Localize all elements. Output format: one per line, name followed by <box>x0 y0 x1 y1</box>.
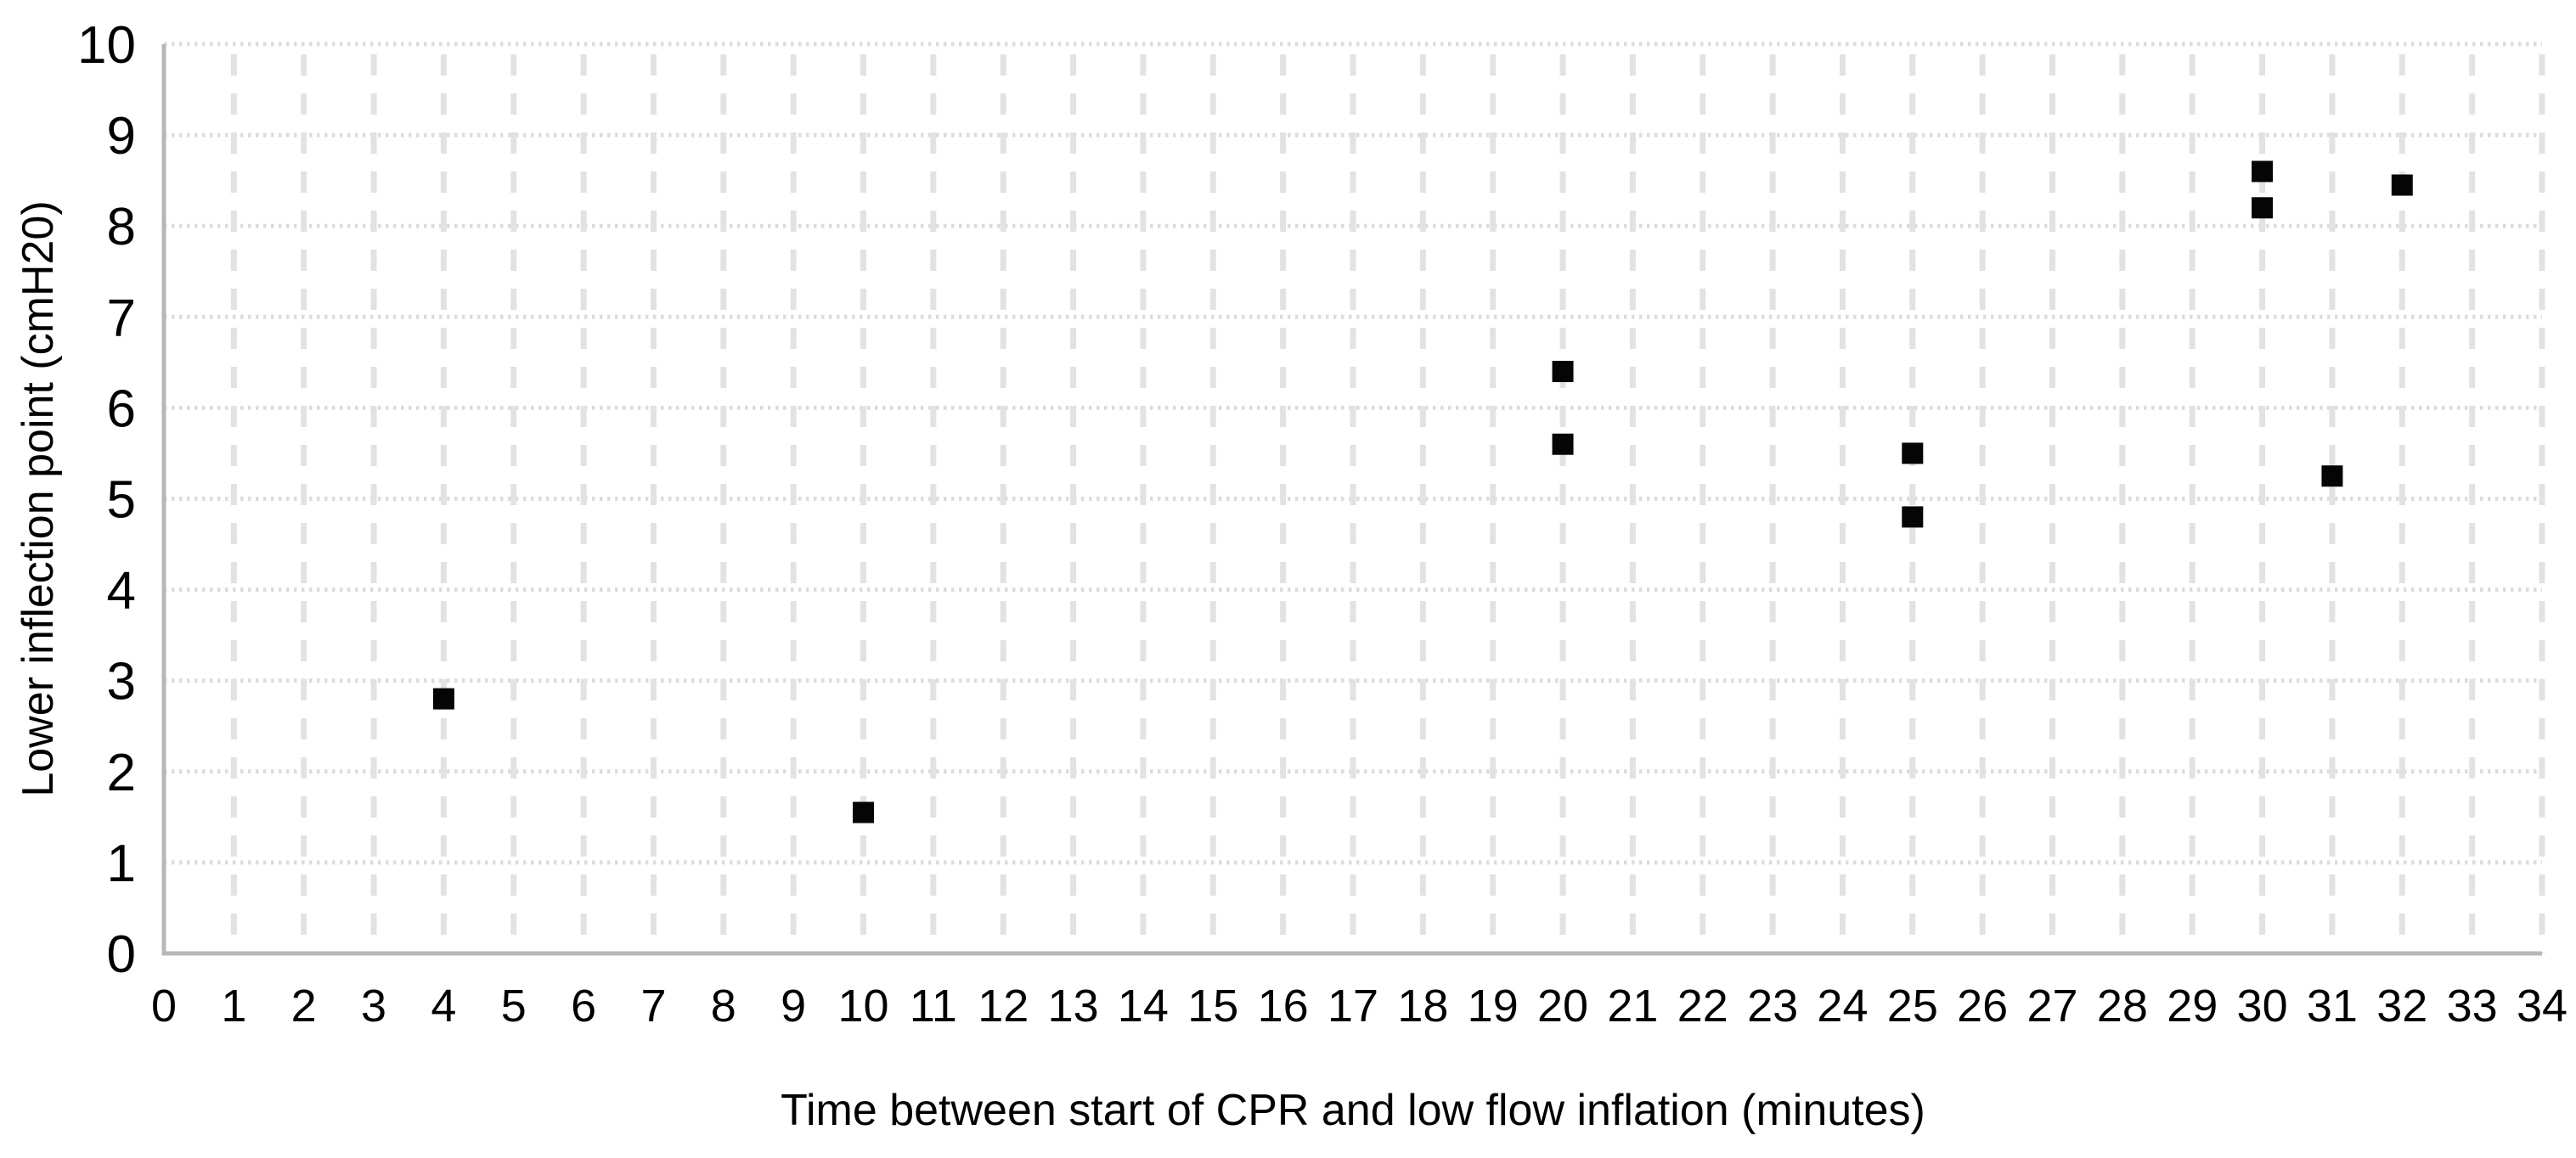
x-tick-label: 22 <box>1677 981 1728 1032</box>
y-tick-label: 10 <box>77 16 136 75</box>
x-tick-label: 29 <box>2167 981 2218 1032</box>
y-tick-label: 5 <box>107 471 136 530</box>
x-tick-label: 1 <box>221 981 246 1032</box>
x-tick-label: 15 <box>1187 981 1238 1032</box>
x-tick-label: 27 <box>2026 981 2077 1032</box>
x-tick-label: 32 <box>2376 981 2427 1032</box>
x-tick-label: 34 <box>2517 981 2568 1032</box>
x-tick-label: 17 <box>1327 981 1378 1032</box>
scatter-point <box>1902 506 1924 528</box>
y-axis-title: Lower inflection point (cmH20) <box>14 200 63 796</box>
y-tick-label: 7 <box>107 289 136 347</box>
x-tick-label: 24 <box>1817 981 1868 1032</box>
x-tick-label: 0 <box>151 981 177 1032</box>
y-tick-label: 6 <box>107 379 136 438</box>
scatter-point <box>2252 197 2274 219</box>
gridlines-layer <box>164 42 2545 953</box>
x-tick-label: 23 <box>1747 981 1798 1032</box>
x-tick-label: 19 <box>1468 981 1519 1032</box>
y-tick-label: 2 <box>107 744 136 802</box>
x-tick-label: 33 <box>2447 981 2498 1032</box>
scatter-point <box>2391 174 2413 196</box>
x-tick-label: 20 <box>1537 981 1588 1032</box>
scatter-point <box>432 688 454 710</box>
x-tick-label: 25 <box>1887 981 1938 1032</box>
scatter-point <box>2252 160 2274 183</box>
x-tick-label: 4 <box>431 981 456 1032</box>
y-tick-label: 4 <box>107 562 136 621</box>
x-axis-title: Time between start of CPR and low flow i… <box>781 1086 1925 1135</box>
x-tick-label: 7 <box>640 981 666 1032</box>
x-tick-label: 16 <box>1258 981 1309 1032</box>
x-tick-label: 6 <box>571 981 596 1032</box>
x-tick-label: 26 <box>1957 981 2008 1032</box>
x-tick-label: 31 <box>2307 981 2358 1032</box>
points-layer <box>432 160 2413 824</box>
x-tick-label: 14 <box>1118 981 1169 1032</box>
x-tick-label: 21 <box>1607 981 1658 1032</box>
scatter-point <box>853 801 875 824</box>
scatter-point <box>1902 442 1924 464</box>
y-tick-label: 0 <box>107 925 136 984</box>
x-tick-label: 3 <box>361 981 386 1032</box>
scatter-point <box>1552 361 1574 383</box>
x-tick-label: 9 <box>781 981 806 1032</box>
x-tick-label: 18 <box>1397 981 1448 1032</box>
x-tick-label: 2 <box>291 981 317 1032</box>
scatter-point <box>1552 433 1574 455</box>
x-tick-label: 10 <box>837 981 888 1032</box>
x-tick-label: 8 <box>711 981 736 1032</box>
x-tick-label: 12 <box>978 981 1029 1032</box>
x-tick-label: 30 <box>2237 981 2288 1032</box>
y-tick-label: 8 <box>107 198 136 256</box>
scatter-point <box>2321 465 2343 487</box>
y-tick-label: 3 <box>107 653 136 711</box>
x-tick-label: 13 <box>1048 981 1099 1032</box>
y-tick-label: 9 <box>107 107 136 166</box>
x-tick-label: 11 <box>910 981 957 1032</box>
x-tick-label: 5 <box>501 981 527 1032</box>
y-tick-label: 1 <box>107 835 136 893</box>
x-tick-label: 28 <box>2097 981 2148 1032</box>
axes-layer <box>161 44 2542 956</box>
